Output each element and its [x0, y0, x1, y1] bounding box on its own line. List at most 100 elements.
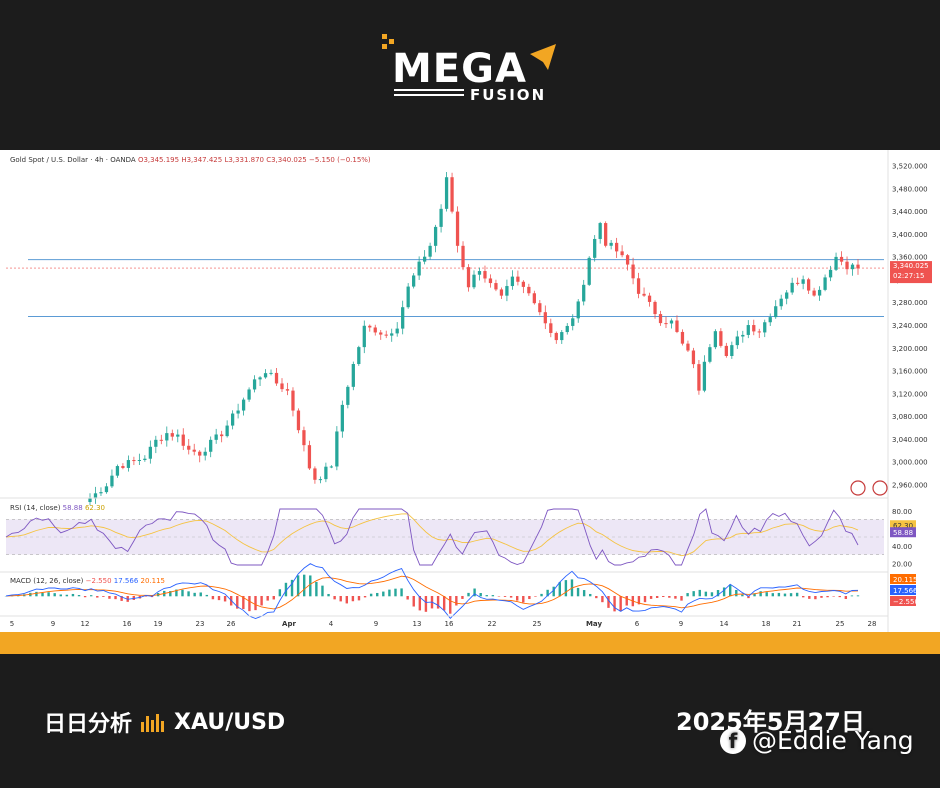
price-chart: Gold Spot / U.S. Dollar · 4h · OANDA O3,… [0, 150, 932, 632]
footer-label: 日日分析 [44, 712, 133, 737]
candle-body [324, 466, 328, 480]
candle-body [417, 261, 421, 276]
macd-histogram-bar [814, 596, 817, 600]
x-tick-label: 16 [123, 620, 132, 628]
candle-body [247, 389, 251, 400]
x-tick-label: 9 [374, 620, 378, 628]
macd-histogram-bar [461, 596, 464, 599]
candle-body [724, 345, 728, 356]
macd-histogram-bar [290, 579, 294, 597]
candle-body [647, 295, 652, 302]
x-tick-label: 13 [413, 620, 422, 628]
x-tick-label: 22 [488, 620, 497, 628]
macd-histogram-bar [619, 596, 622, 612]
candle-body [812, 290, 816, 296]
macd-hist-value: −2.550 [893, 598, 919, 606]
candle-body [817, 289, 822, 296]
candle-body [488, 278, 493, 284]
footer-date: 2025年5月27日 [676, 708, 865, 736]
macd-histogram-bar [668, 596, 671, 598]
macd-label: MACD (12, 26, close) −2.550 17.566 20.11… [10, 577, 165, 585]
x-tick-label: 9 [679, 620, 683, 628]
y-tick-label: 3,480.000 [892, 185, 928, 193]
macd-histogram-bar [303, 574, 306, 597]
candle-body [126, 460, 131, 468]
macd-histogram-bar [491, 595, 495, 597]
candle-body [472, 274, 476, 288]
x-tick-label: 25 [836, 620, 845, 628]
mega-fusion-logo: MEGA FUSION [382, 34, 556, 104]
macd-histogram-bar [516, 596, 519, 601]
candle-body [543, 312, 547, 324]
candle-body [587, 257, 591, 285]
candle-body [461, 245, 465, 268]
candle-body [241, 399, 246, 411]
candle-body [148, 446, 152, 459]
candle-body [598, 223, 602, 239]
macd-histogram-bar [832, 596, 835, 597]
candle-body [708, 347, 712, 362]
macd-histogram-bar [357, 596, 361, 601]
candle-body [576, 301, 580, 319]
candle-body [510, 276, 515, 287]
candle-body [785, 292, 789, 299]
candle-body [614, 242, 619, 252]
macd-histogram-bar [546, 589, 549, 597]
candle-body [828, 269, 833, 278]
candle-body [845, 261, 849, 270]
candle-body [664, 323, 668, 325]
candle-body [165, 433, 169, 441]
macd-histogram-bar [802, 596, 805, 598]
macd-histogram-bar [96, 596, 99, 598]
macd-histogram-bar [449, 596, 452, 614]
macd-histogram-bar [47, 592, 50, 597]
rsi-line [5, 508, 859, 566]
candle-body [329, 466, 334, 468]
macd-histogram-bar [102, 596, 105, 597]
candle-body [340, 404, 344, 432]
macd-histogram-bar [674, 596, 677, 599]
brand-sub: FUSION [470, 86, 546, 104]
macd-histogram-bar [808, 596, 811, 599]
macd-histogram-bar [272, 596, 275, 600]
footer-title: 日日分析 XAU/USD [44, 706, 285, 738]
candle-body [790, 282, 794, 293]
candle-body [428, 245, 432, 257]
candle-body [121, 466, 125, 468]
macd-histogram-bar [753, 593, 756, 597]
macd-histogram-bar [850, 595, 854, 597]
candle-body [143, 458, 147, 460]
macd-histogram-bar [455, 596, 458, 606]
candle-body [571, 318, 575, 326]
x-tick-label: 5 [10, 620, 14, 628]
candle-body [719, 331, 723, 346]
macd-histogram-bar [248, 596, 251, 612]
candle-body [137, 459, 142, 461]
candle-body [653, 301, 657, 315]
candle-body [176, 434, 180, 437]
candle-body [115, 466, 120, 476]
macd-histogram-bar [321, 585, 324, 597]
chart-header: Gold Spot / U.S. Dollar · 4h · OANDA O3,… [10, 156, 371, 164]
macd-histogram-bar [187, 591, 190, 597]
macd-histogram-bar [479, 593, 482, 597]
candle-body [554, 332, 558, 341]
candle-body [99, 492, 103, 494]
accent-band [0, 632, 940, 654]
candle-body [768, 317, 772, 323]
candle-body [516, 276, 520, 282]
macd-histogram-bar [735, 589, 738, 597]
facebook-icon: f [720, 727, 746, 754]
candle-body [669, 320, 674, 324]
macd-histogram-bar [400, 588, 403, 597]
candle-body [274, 372, 279, 384]
macd-histogram-bar [236, 596, 239, 609]
candle-body [527, 286, 531, 294]
candle-body [686, 343, 690, 351]
macd-histogram-bar [418, 596, 422, 611]
macd-histogram-bar [789, 593, 793, 597]
candle-body [373, 327, 377, 333]
macd-histogram-bar [169, 591, 172, 597]
candle-body [104, 486, 109, 493]
macd-histogram-bar [296, 575, 300, 597]
